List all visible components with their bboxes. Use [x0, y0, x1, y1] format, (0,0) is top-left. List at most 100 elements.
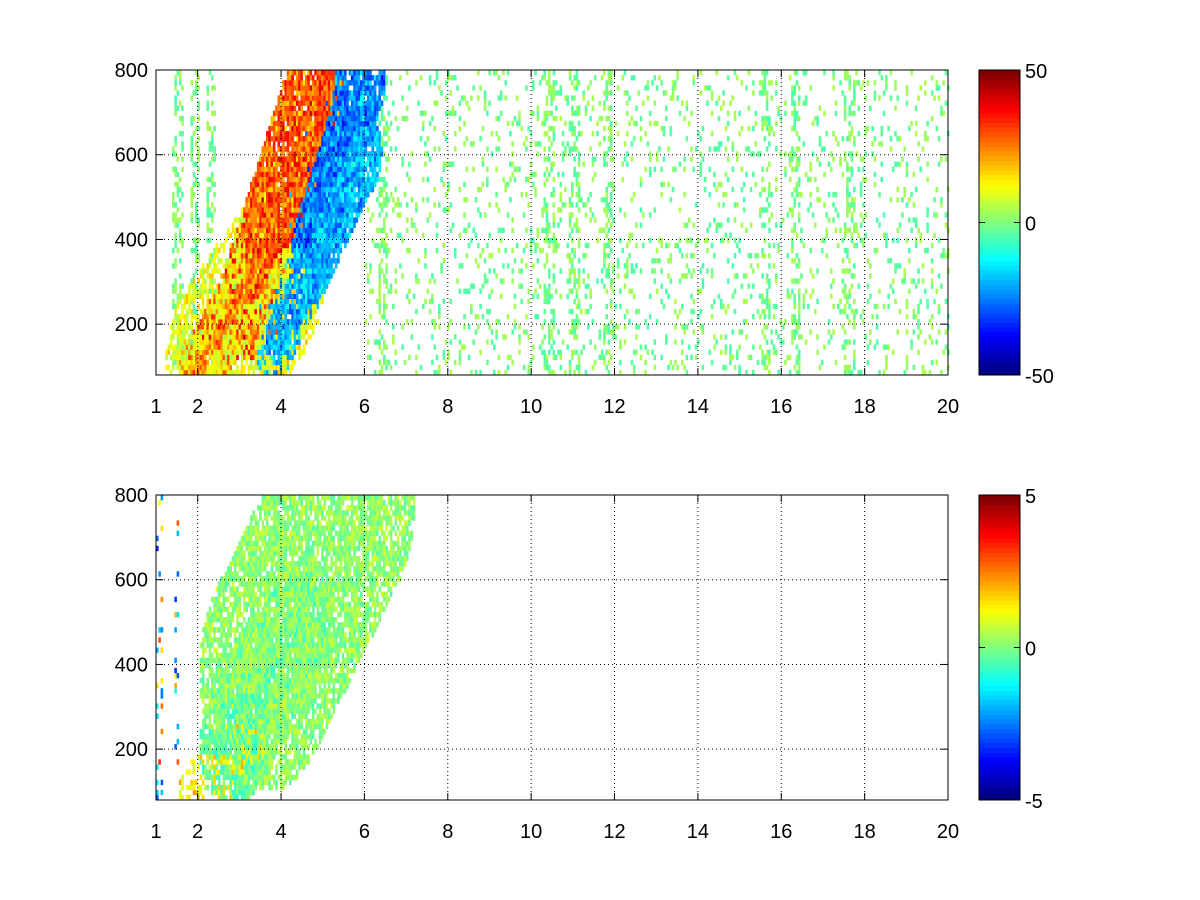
- heatmap-cell: [378, 273, 381, 279]
- heatmap-cell: [669, 197, 673, 203]
- heatmap-cell: [309, 207, 313, 213]
- heatmap-cell: [302, 283, 306, 289]
- heatmap-cell: [291, 319, 294, 325]
- heatmap-cell: [305, 110, 308, 117]
- heatmap-cell: [543, 181, 547, 188]
- heatmap-cell: [573, 141, 576, 147]
- heatmap-cell: [233, 369, 237, 376]
- heatmap-cell: [295, 212, 299, 218]
- heatmap-cell: [227, 308, 230, 315]
- heatmap-cell: [385, 120, 388, 127]
- heatmap-cell: [378, 329, 381, 335]
- heatmap-cell: [224, 283, 228, 289]
- heatmap-cell: [293, 161, 297, 167]
- heatmap-cell: [254, 207, 258, 213]
- heatmap-cell: [305, 298, 308, 305]
- heatmap-cell: [316, 171, 320, 178]
- heatmap-cell: [545, 217, 549, 223]
- heatmap-cell: [188, 359, 191, 366]
- heatmap-cell: [557, 349, 560, 355]
- heatmap-cell: [543, 146, 547, 152]
- heatmap-cell: [318, 100, 322, 106]
- heatmap-cell: [710, 273, 714, 279]
- heatmap-cell: [454, 247, 457, 254]
- heatmap-cell: [192, 359, 196, 366]
- heatmap-cell: [259, 161, 262, 167]
- heatmap-cell: [648, 110, 652, 117]
- heatmap-cell: [571, 202, 574, 208]
- heatmap-cell: [502, 263, 505, 269]
- heatmap-cell: [653, 364, 657, 371]
- heatmap-cell: [401, 344, 404, 350]
- heatmap-cell: [566, 141, 569, 147]
- heatmap-cell: [172, 319, 175, 325]
- heatmap-cell: [550, 161, 553, 167]
- heatmap-cell: [369, 354, 372, 361]
- heatmap-cell: [259, 288, 262, 294]
- heatmap-cell: [458, 115, 462, 122]
- heatmap-cell: [362, 136, 365, 142]
- heatmap-cell: [632, 120, 636, 127]
- heatmap-cell: [259, 339, 262, 345]
- heatmap-cell: [385, 192, 388, 198]
- heatmap-cell: [298, 212, 301, 218]
- heatmap-cell: [215, 344, 219, 350]
- heatmap-cell: [240, 237, 244, 244]
- heatmap-cell: [676, 75, 679, 81]
- heatmap-cell: [575, 105, 579, 111]
- heatmap-cell: [277, 207, 281, 213]
- heatmap-cell: [268, 369, 271, 376]
- heatmap-cell: [752, 80, 755, 86]
- heatmap-cell: [623, 156, 627, 162]
- heatmap-cell: [311, 110, 315, 117]
- heatmap-cell: [545, 293, 549, 300]
- heatmap-cell: [272, 247, 276, 254]
- heatmap-cell: [314, 161, 317, 167]
- heatmap-cell: [765, 146, 769, 152]
- heatmap-cell: [376, 151, 379, 157]
- heatmap-cell: [284, 349, 287, 355]
- heatmap-cell: [355, 125, 359, 132]
- heatmap-cell: [344, 80, 347, 86]
- heatmap-cell: [254, 212, 258, 218]
- heatmap-cell: [759, 344, 762, 350]
- heatmap-cell: [360, 171, 363, 178]
- heatmap-cell: [552, 192, 556, 198]
- heatmap-cell: [674, 324, 677, 330]
- heatmap-cell: [289, 197, 292, 203]
- heatmap-cell: [302, 156, 306, 162]
- heatmap-cell: [314, 288, 317, 294]
- heatmap-cell: [197, 359, 200, 366]
- heatmap-cell: [765, 120, 769, 127]
- heatmap-cell: [538, 247, 542, 254]
- heatmap-cell: [215, 319, 219, 325]
- heatmap-cell: [247, 288, 251, 294]
- heatmap-cell: [286, 146, 290, 152]
- heatmap-cell: [568, 273, 572, 279]
- heatmap-cell: [309, 314, 313, 320]
- heatmap-cell: [195, 324, 198, 330]
- heatmap-cell: [424, 253, 427, 259]
- heatmap-cell: [293, 202, 297, 208]
- heatmap-cell: [626, 110, 629, 117]
- heatmap-cell: [566, 95, 569, 101]
- heatmap-cell: [220, 242, 223, 249]
- heatmap-cell: [362, 90, 365, 96]
- heatmap-cell: [346, 192, 349, 198]
- heatmap-cell: [238, 242, 242, 249]
- heatmap-cell: [685, 324, 689, 330]
- heatmap-cell: [195, 253, 198, 259]
- heatmap-cell: [254, 324, 258, 330]
- heatmap-cell: [217, 339, 221, 345]
- heatmap-cell: [298, 263, 301, 269]
- heatmap-cell: [520, 283, 524, 289]
- heatmap-cell: [396, 197, 400, 203]
- heatmap-cell: [371, 186, 375, 193]
- heatmap-cell: [344, 207, 347, 213]
- heatmap-cell: [250, 293, 253, 300]
- heatmap-cell: [247, 298, 251, 305]
- heatmap-cell: [346, 131, 349, 137]
- heatmap-cell: [279, 237, 283, 244]
- heatmap-cell: [211, 288, 214, 294]
- heatmap-cell: [497, 227, 501, 233]
